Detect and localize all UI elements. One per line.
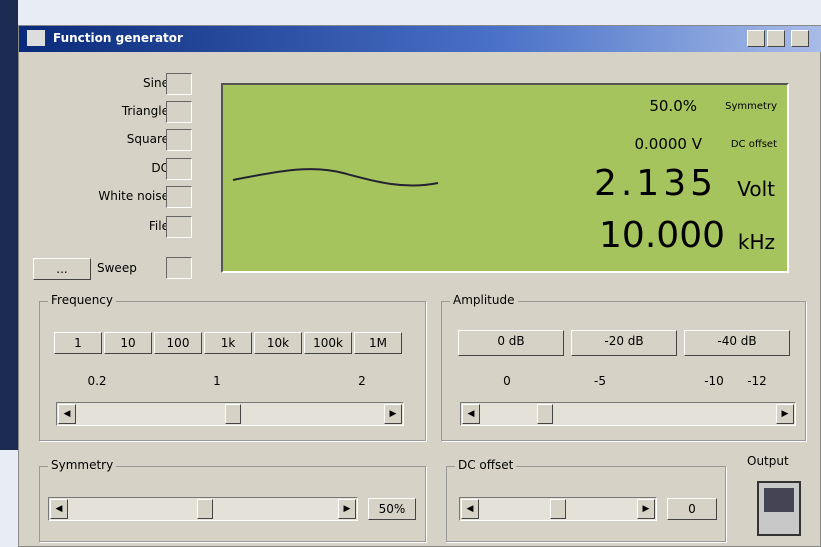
group-title: Symmetry — [48, 458, 117, 472]
scale-label: 2 — [358, 374, 366, 388]
frequency-range[interactable]: 1k — [204, 332, 252, 354]
frequency-unit: kHz — [737, 230, 775, 254]
symmetry-group: Symmetry ◀ ▶ 50% — [39, 458, 426, 542]
amplitude-slider[interactable]: ◀ ▶ — [460, 402, 796, 426]
offset-value: 0.0000 V — [634, 135, 702, 153]
frequency-value: 10.000 — [599, 215, 725, 256]
app-icon — [27, 30, 45, 46]
waveform-checkbox[interactable] — [166, 101, 192, 123]
output-screen — [764, 488, 794, 512]
close[interactable] — [791, 30, 809, 47]
frequency-range[interactable]: 1 — [54, 332, 102, 354]
waveform-label: Triangle — [121, 104, 169, 118]
desktop — [0, 0, 18, 450]
scale-label: 0.2 — [87, 374, 107, 388]
title-bar: Function generator — [19, 26, 821, 52]
dc-offset-group: DC offset ◀ ▶ 0 — [446, 458, 726, 542]
scale-label: -5 — [594, 374, 606, 388]
output-label: Output — [747, 454, 789, 468]
scale-label: 1 — [213, 374, 221, 388]
output-icon[interactable] — [757, 481, 801, 536]
frequency-slider[interactable]: ◀ ▶ — [56, 402, 404, 426]
scale-label: -12 — [747, 374, 767, 388]
slider-right[interactable]: ▶ — [384, 404, 402, 424]
sweep-label: Sweep — [97, 261, 137, 275]
slider-thumb[interactable] — [225, 404, 241, 424]
slider-left[interactable]: ◀ — [50, 499, 68, 519]
slider-left[interactable]: ◀ — [461, 499, 479, 519]
sweep-checkbox[interactable] — [166, 257, 192, 279]
amplitude-range[interactable]: 0 dB — [458, 330, 564, 356]
waveform-label: Sine — [143, 76, 169, 90]
amplitude-range[interactable]: -20 dB — [571, 330, 677, 356]
frequency-range[interactable]: 100 — [154, 332, 202, 354]
group-title: DC offset — [455, 458, 517, 472]
symmetry-value: 50.0% — [649, 97, 697, 115]
window-title: Function generator — [53, 31, 183, 45]
slider-thumb[interactable] — [537, 404, 553, 424]
display: 50.0% Symmetry 0.0000 V DC offset 2.135 … — [221, 83, 789, 273]
amplitude-range[interactable]: -40 dB — [684, 330, 790, 356]
group-title: Amplitude — [450, 293, 518, 307]
symmetry-reset[interactable]: 50% — [368, 498, 416, 520]
waveform-checkbox[interactable] — [166, 216, 192, 238]
waveform-checkbox[interactable] — [166, 73, 192, 95]
scale-label: 0 — [503, 374, 511, 388]
maximize[interactable] — [767, 30, 785, 47]
group-title: Frequency — [48, 293, 116, 307]
offset-caption: DC offset — [730, 139, 777, 150]
waveform-label: DC — [151, 161, 169, 175]
slider-thumb[interactable] — [550, 499, 566, 519]
minimize[interactable] — [747, 30, 765, 47]
frequency-range[interactable]: 100k — [304, 332, 352, 354]
symmetry-caption: Symmetry — [725, 101, 777, 112]
waveform-label: File — [148, 219, 169, 233]
waveform-label: White noise — [98, 189, 169, 203]
slider-right[interactable]: ▶ — [338, 499, 356, 519]
scale-label: -10 — [704, 374, 724, 388]
slider-right[interactable]: ▶ — [637, 499, 655, 519]
frequency-group: Frequency 1 10 100 1k 10k 100k 1M 0.2 1 2 ◀ ▶ — [39, 293, 426, 441]
dc-offset-reset[interactable]: 0 — [667, 498, 717, 520]
window: Function generator Sine Triangle Square DC W… — [18, 25, 821, 547]
wave-trace — [232, 168, 439, 187]
slider-left[interactable]: ◀ — [58, 404, 76, 424]
amplitude-group: Amplitude 0 dB -20 dB -40 dB 0 -5 -10 -12 ◀ ▶ — [441, 293, 806, 441]
slider-thumb[interactable] — [197, 499, 213, 519]
dc-offset-slider[interactable]: ◀ ▶ — [459, 497, 657, 521]
waveform-checkbox[interactable] — [166, 158, 192, 180]
frequency-range[interactable]: 10k — [254, 332, 302, 354]
waveform-label: Square — [126, 132, 169, 146]
wave — [232, 168, 439, 187]
amplitude-value: 2.135 — [593, 163, 717, 204]
amplitude-unit: Volt — [737, 177, 775, 201]
waveform-checkbox[interactable] — [166, 129, 192, 151]
sweep-button[interactable]: ... — [33, 258, 91, 280]
waveform-checkbox[interactable] — [166, 186, 192, 208]
frequency-range[interactable]: 1M — [354, 332, 402, 354]
slider-right[interactable]: ▶ — [776, 404, 794, 424]
symmetry-slider[interactable]: ◀ ▶ — [48, 497, 358, 521]
frequency-range[interactable]: 10 — [104, 332, 152, 354]
slider-left[interactable]: ◀ — [462, 404, 480, 424]
